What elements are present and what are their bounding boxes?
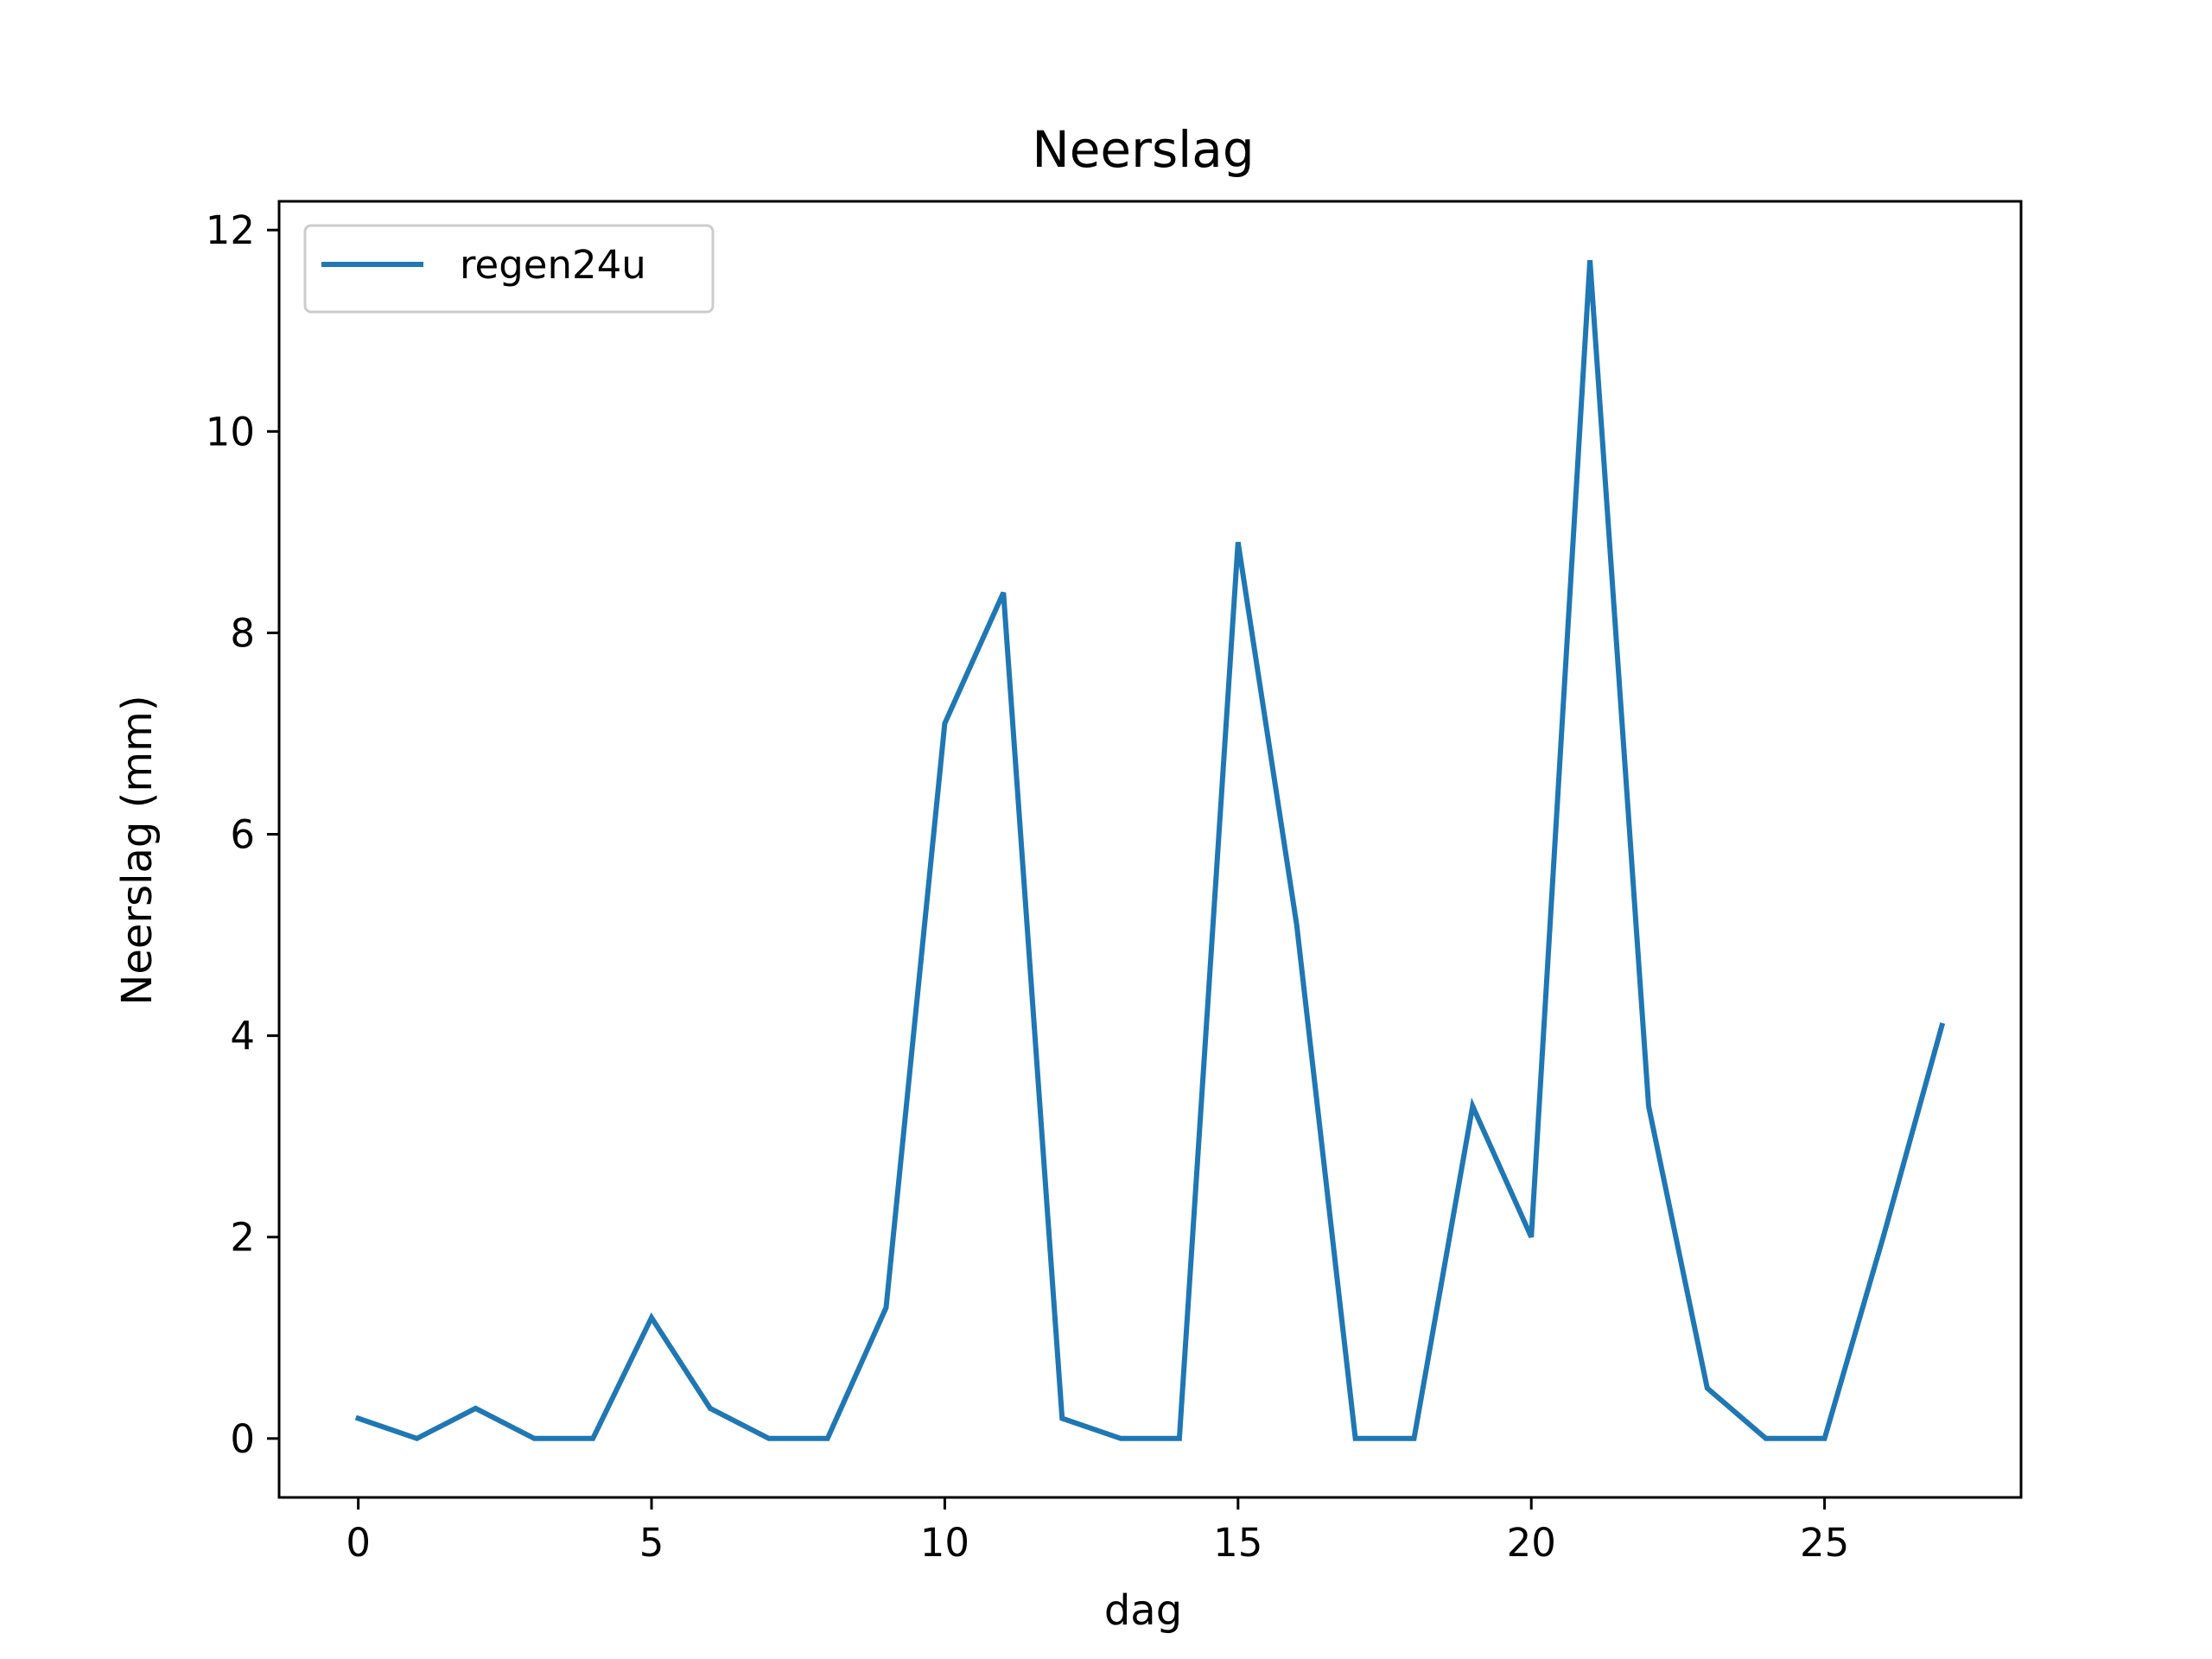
legend: regen24u	[303, 224, 715, 314]
x-tick-label: 10	[920, 1520, 969, 1566]
y-tick-label: 8	[230, 610, 255, 656]
plot-area	[277, 200, 2023, 1499]
y-tick-label: 12	[206, 207, 255, 253]
y-tick-label: 0	[230, 1416, 255, 1462]
chart-title: Neerslag	[1032, 120, 1254, 179]
y-tick-label: 6	[230, 812, 255, 858]
x-tick-label: 0	[346, 1520, 371, 1566]
x-axis-label: dag	[1104, 1586, 1182, 1635]
y-axis-label: Neerslag (mm)	[113, 695, 162, 1005]
y-tick-label: 2	[230, 1215, 255, 1261]
axes-frame	[277, 200, 2023, 1499]
x-axis-ticks: 0 5 10 15 20 25	[346, 1497, 1849, 1566]
series-line-regen24u	[354, 259, 1946, 1442]
legend-label: regen24u	[460, 242, 646, 288]
series-layer	[354, 259, 1946, 1442]
x-tick-label: 15	[1213, 1520, 1262, 1566]
y-tick-label: 10	[206, 409, 255, 454]
x-tick-label: 25	[1800, 1520, 1849, 1566]
y-axis-ticks: 0 2 4 6 8 10 12	[206, 207, 279, 1462]
y-tick-label: 4	[230, 1014, 255, 1059]
x-tick-label: 5	[639, 1520, 664, 1566]
legend-box	[303, 224, 715, 314]
x-tick-label: 20	[1507, 1520, 1556, 1566]
